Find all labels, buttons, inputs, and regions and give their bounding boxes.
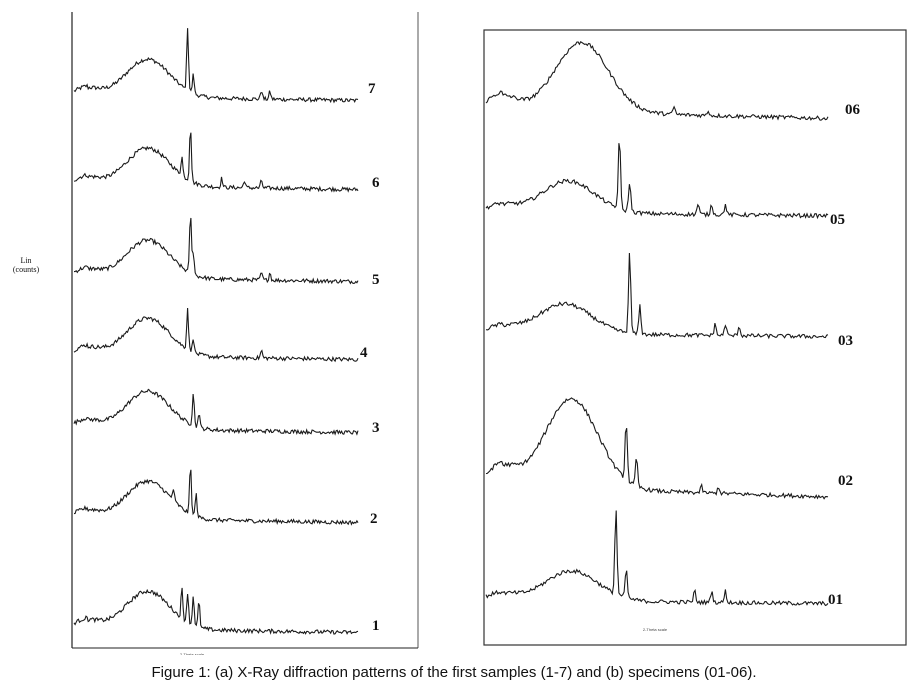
- trace-06: [485, 41, 829, 121]
- trace-1: [73, 587, 359, 635]
- series-label-3: 3: [372, 420, 380, 436]
- panel-b-frame: [483, 29, 907, 646]
- panel-a-ylabel-line2: (counts): [13, 265, 40, 274]
- trace-02: [485, 397, 829, 500]
- series-label-2: 2: [370, 511, 378, 527]
- series-label-6: 6: [372, 175, 380, 191]
- panel-b: 2-Theta scale 06 05 03 02 01: [483, 29, 907, 646]
- series-label-06: 06: [845, 102, 861, 118]
- panel-a-traces: 7 6 5 4 3 2 1: [73, 28, 380, 635]
- panel-a: Lin (counts) 2-Theta scale 7 6 5 4 3 2 1: [13, 12, 419, 655]
- series-label-05: 05: [830, 212, 845, 228]
- panel-a-ylabel-line1: Lin: [20, 256, 31, 265]
- trace-03: [485, 252, 829, 340]
- panel-a-xlabel: 2-Theta scale: [180, 652, 205, 655]
- series-label-03: 03: [838, 333, 853, 349]
- panel-b-xlabel: 2-Theta scale: [643, 627, 668, 632]
- series-label-01: 01: [828, 592, 843, 608]
- trace-3: [73, 388, 359, 436]
- series-label-4: 4: [360, 345, 368, 361]
- trace-6: [73, 132, 359, 193]
- xrd-figure: Lin (counts) 2-Theta scale 7 6 5 4 3 2 1 2-The…: [13, 12, 907, 655]
- trace-7: [73, 28, 359, 104]
- trace-2: [73, 469, 359, 526]
- trace-01: [485, 510, 829, 607]
- series-label-7: 7: [368, 81, 376, 97]
- series-label-02: 02: [838, 473, 853, 489]
- panel-b-traces: 06 05 03 02 01: [485, 41, 861, 608]
- trace-5: [74, 217, 359, 285]
- figure-caption: Figure 1: (a) X-Ray diffraction patterns…: [151, 664, 757, 681]
- trace-05: [485, 143, 829, 220]
- series-label-5: 5: [372, 272, 380, 288]
- series-label-1: 1: [372, 618, 380, 634]
- trace-4: [73, 307, 359, 363]
